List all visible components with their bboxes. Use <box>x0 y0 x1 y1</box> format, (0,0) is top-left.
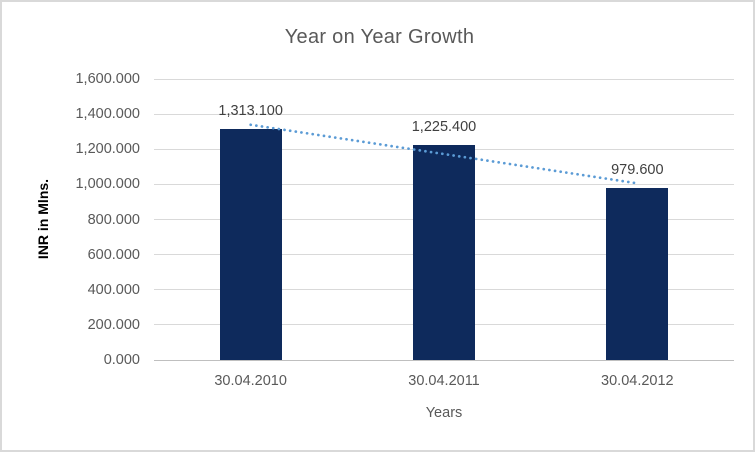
y-tick-label: 1,000.000 <box>75 176 140 193</box>
bar-data-label: 1,313.100 <box>218 103 283 120</box>
x-axis-line <box>154 359 734 361</box>
y-tick-label: 600.000 <box>87 246 140 263</box>
plot-area: 1,313.100 1,225.400 979.600 <box>154 78 734 361</box>
x-axis-title: Years <box>425 405 463 421</box>
x-tick-label: 30.04.2011 <box>408 373 480 389</box>
trendline-path <box>249 123 639 185</box>
trendline <box>249 123 639 185</box>
y-tick-label: 1,600.000 <box>75 71 140 87</box>
gridline <box>154 78 734 80</box>
x-tick-label: 30.04.2010 <box>214 373 287 389</box>
gridline <box>154 113 734 115</box>
bar <box>413 144 475 360</box>
chart-title: Year on Year Growth <box>284 26 475 48</box>
y-tick-label: 1,200.000 <box>75 141 140 158</box>
bar <box>606 187 669 360</box>
y-tick-label: 800.000 <box>87 211 140 228</box>
bar <box>219 129 282 360</box>
x-tick-label: 30.04.2012 <box>601 373 674 389</box>
y-tick-label: 200.000 <box>87 316 140 333</box>
y-tick-label: 0.000 <box>103 352 140 368</box>
y-tick-label: 1,400.000 <box>75 106 140 123</box>
y-tick-label: 400.000 <box>87 281 140 298</box>
bar-data-label: 1,225.400 <box>411 118 477 135</box>
bar-data-label: 979.600 <box>611 161 664 178</box>
